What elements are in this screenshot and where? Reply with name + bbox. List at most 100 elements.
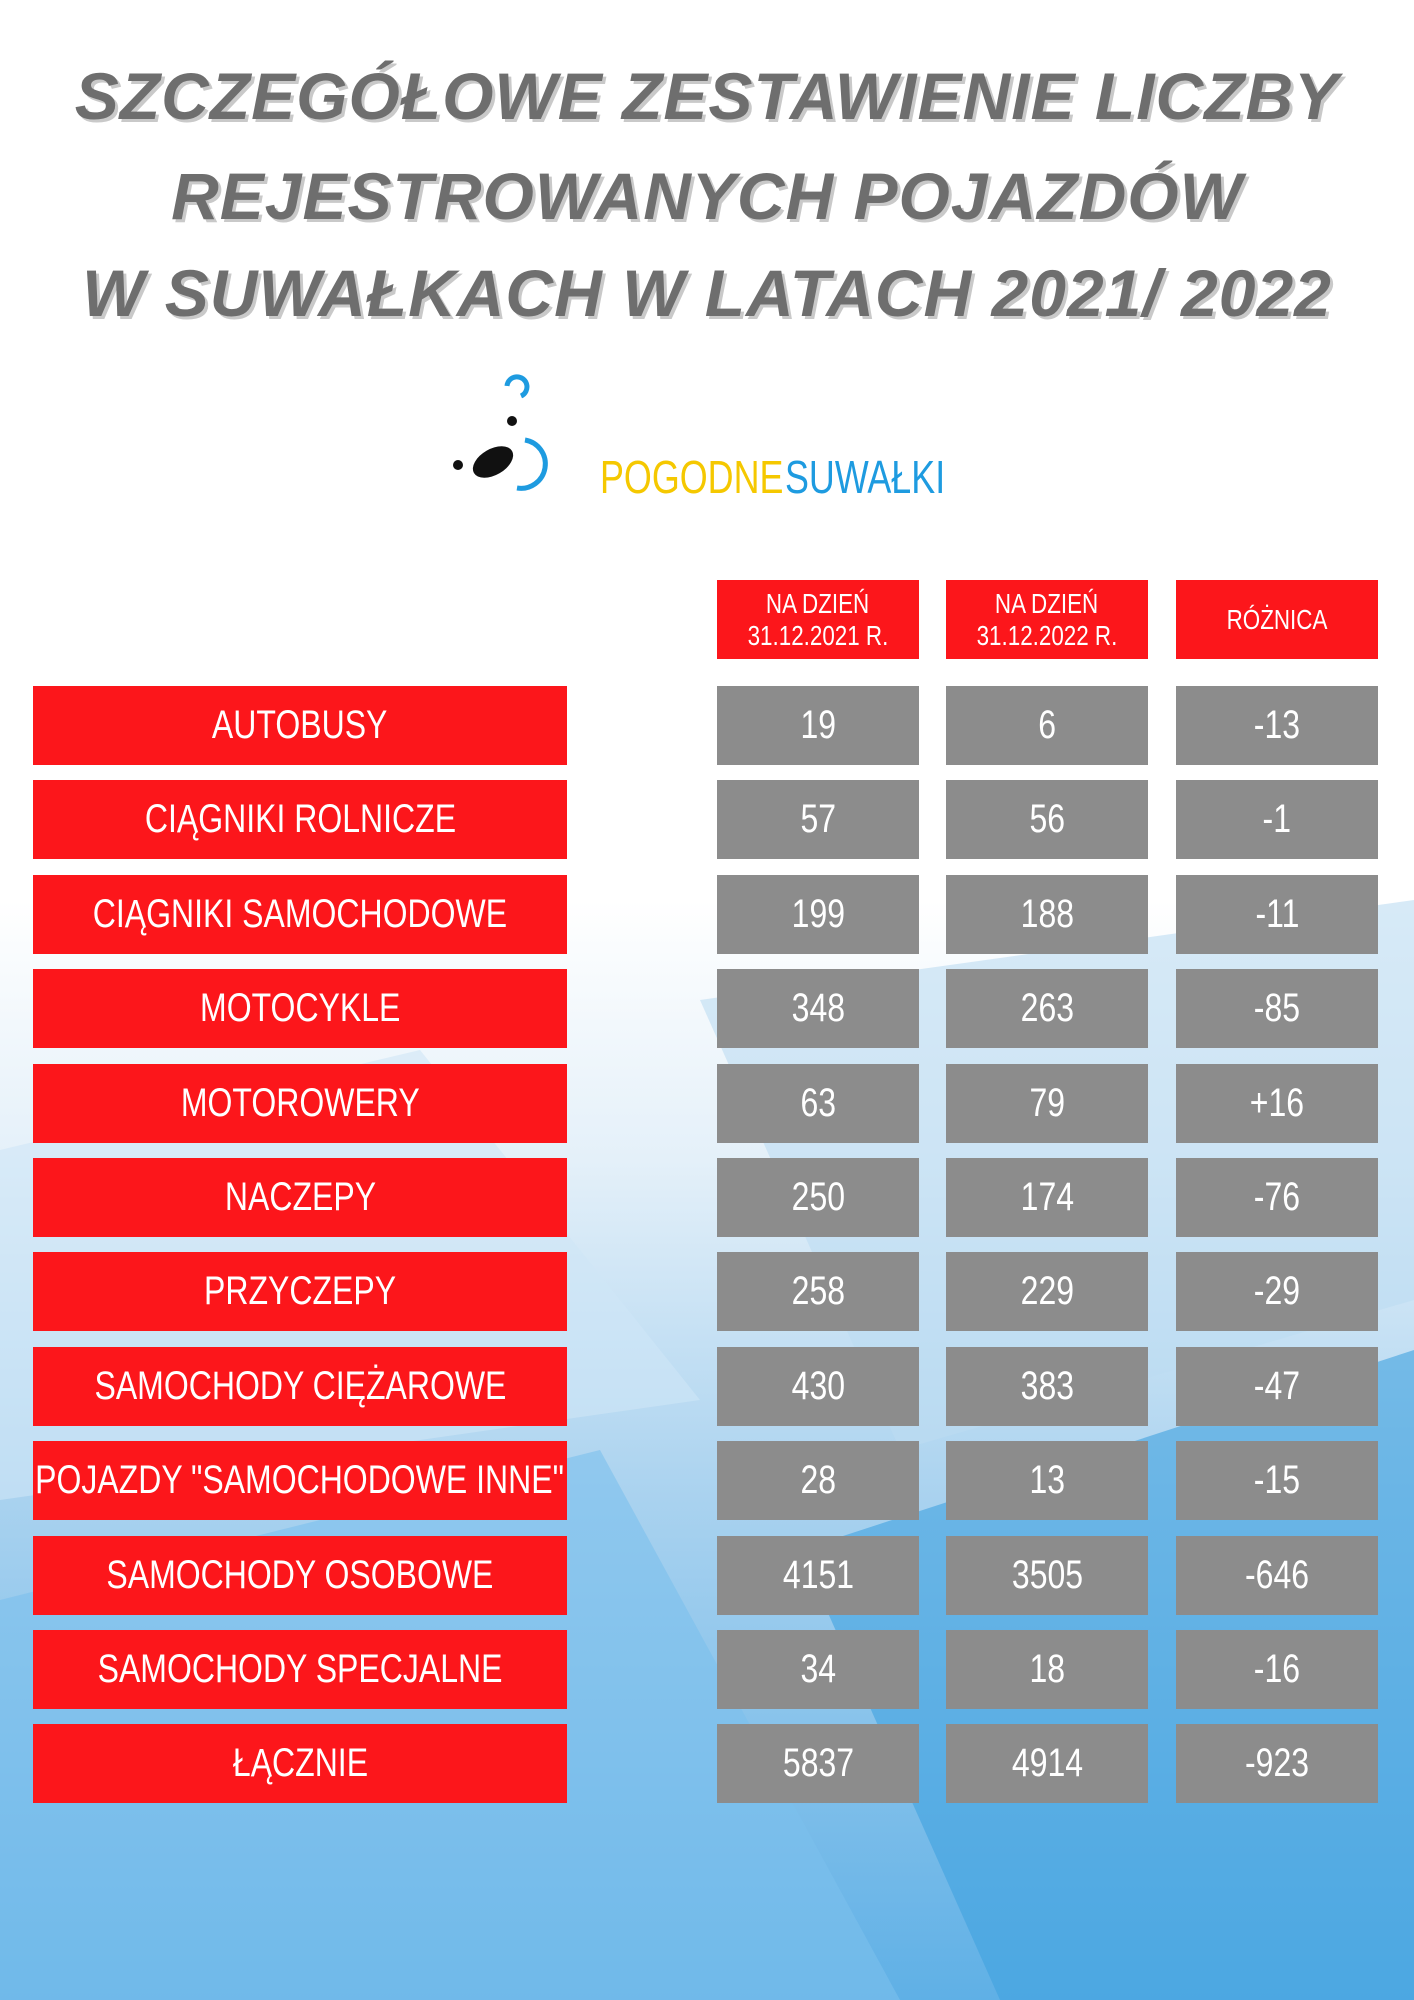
row-label: AUTOBUSY [33, 686, 567, 765]
value-cell: -646 [1176, 1535, 1378, 1615]
value-text: 199 [791, 891, 845, 936]
value-cell: -16 [1176, 1630, 1378, 1709]
value-cell: -29 [1176, 1252, 1378, 1332]
value-cell: 79 [946, 1063, 1148, 1143]
value-text: 4914 [1011, 1741, 1083, 1786]
value-text: 3505 [1011, 1552, 1083, 1597]
row-label: PRZYCZEPY [33, 1252, 567, 1332]
value-cell: -85 [1176, 969, 1378, 1049]
value-text: 250 [791, 1175, 845, 1219]
value-text: -1 [1262, 797, 1292, 842]
value-cell: 56 [946, 780, 1148, 860]
row-label: MOTOCYKLE [33, 969, 567, 1049]
column-header: NA DZIEŃ 31.12.2022 R. [946, 580, 1148, 659]
value-cell: 19 [717, 686, 919, 765]
label-text: SAMOCHODY OSOBOWE [106, 1552, 494, 1597]
value-text: 5837 [782, 1741, 854, 1786]
row-label: POJAZDY "SAMOCHODOWE INNE" [33, 1441, 567, 1521]
value-text: 63 [800, 1080, 836, 1125]
value-cell: 229 [946, 1252, 1148, 1332]
value-cell: 3505 [946, 1535, 1148, 1615]
value-cell: 28 [717, 1441, 919, 1521]
column-header: NA DZIEŃ 31.12.2021 R. [717, 580, 919, 659]
value-cell: -76 [1176, 1158, 1378, 1237]
logo: POGODNE SUWAŁKI [395, 332, 1020, 555]
value-text: 348 [791, 986, 845, 1031]
row-label: CIĄGNIKI SAMOCHODOWE [33, 874, 567, 954]
row-label: CIĄGNIKI ROLNICZE [33, 780, 567, 860]
logo-icon [453, 374, 548, 491]
value-text: -85 [1253, 986, 1301, 1031]
title-line: SZCZEGÓŁOWE ZESTAWIENIE LICZBY [74, 59, 1340, 133]
value-text: 258 [791, 1269, 845, 1314]
value-cell: -11 [1176, 874, 1378, 954]
value-cell: -47 [1176, 1346, 1378, 1426]
label-text: MOTOCYKLE [199, 986, 401, 1031]
value-cell: 57 [717, 780, 919, 860]
row-label: MOTOROWERY [33, 1063, 567, 1143]
value-cell: 199 [717, 874, 919, 954]
value-cell: 63 [717, 1063, 919, 1143]
value-text: 6 [1038, 703, 1056, 747]
value-cell: +16 [1176, 1063, 1378, 1143]
value-cell: 6 [946, 686, 1148, 765]
header-line: 31.12.2021 R. [747, 619, 889, 651]
value-text: +16 [1249, 1080, 1305, 1125]
value-text: 34 [800, 1647, 836, 1691]
value-cell: -15 [1176, 1441, 1378, 1521]
value-cell: 258 [717, 1252, 919, 1332]
value-cell: 174 [946, 1158, 1148, 1237]
label-text: NACZEPY [224, 1175, 376, 1219]
title-line: W SUWAŁKACH W LATACH 2021/ 2022 [82, 256, 1332, 330]
value-text: 263 [1020, 986, 1074, 1031]
label-text: SAMOCHODY CIĘŻAROWE [94, 1363, 506, 1408]
label-text: POJAZDY "SAMOCHODOWE INNE" [35, 1458, 565, 1503]
value-cell: 430 [717, 1346, 919, 1426]
label-text: PRZYCZEPY [203, 1269, 397, 1314]
value-cell: 13 [946, 1441, 1148, 1521]
header-line: NA DZIEŃ [766, 587, 870, 619]
label-text: SAMOCHODY SPECJALNE [97, 1647, 503, 1691]
value-text: -47 [1253, 1363, 1301, 1408]
label-text: ŁĄCZNIE [232, 1741, 368, 1786]
value-text: 79 [1029, 1080, 1065, 1125]
title-line: REJESTROWANYCH POJAZDÓW [171, 159, 1243, 233]
value-text: 28 [800, 1458, 836, 1503]
column-header: RÓŻNICA [1176, 580, 1378, 659]
row-label: NACZEPY [33, 1158, 567, 1237]
value-cell: 348 [717, 969, 919, 1049]
header-line: 31.12.2022 R. [976, 619, 1118, 651]
value-text: 19 [800, 703, 836, 747]
logo-word: SUWAŁKI [785, 451, 946, 503]
value-cell: 4151 [717, 1535, 919, 1615]
value-text: -76 [1253, 1175, 1301, 1219]
value-cell: -1 [1176, 780, 1378, 860]
value-text: -646 [1244, 1552, 1310, 1597]
value-text: -13 [1253, 703, 1301, 747]
value-text: -16 [1253, 1647, 1301, 1691]
value-cell: -923 [1176, 1724, 1378, 1804]
row-label: SAMOCHODY OSOBOWE [33, 1535, 567, 1615]
value-cell: 263 [946, 969, 1148, 1049]
header-line: NA DZIEŃ [995, 587, 1099, 619]
value-text: 383 [1020, 1363, 1074, 1408]
value-text: -15 [1253, 1458, 1301, 1503]
value-text: 13 [1029, 1458, 1065, 1503]
value-text: -923 [1244, 1741, 1310, 1786]
value-text: 4151 [782, 1552, 854, 1597]
value-cell: 18 [946, 1630, 1148, 1709]
value-cell: 383 [946, 1346, 1148, 1426]
value-cell: -13 [1176, 686, 1378, 765]
row-label: SAMOCHODY CIĘŻAROWE [33, 1346, 567, 1426]
row-label: ŁĄCZNIE [33, 1724, 567, 1804]
row-label: SAMOCHODY SPECJALNE [33, 1630, 567, 1709]
value-cell: 250 [717, 1158, 919, 1237]
value-text: 18 [1029, 1647, 1065, 1691]
label-text: MOTOROWERY [180, 1080, 420, 1125]
value-text: 56 [1029, 797, 1065, 842]
value-text: 57 [800, 797, 836, 842]
value-text: 430 [791, 1363, 845, 1408]
logo-word: POGODNE [600, 451, 784, 503]
label-text: CIĄGNIKI SAMOCHODOWE [92, 891, 508, 936]
